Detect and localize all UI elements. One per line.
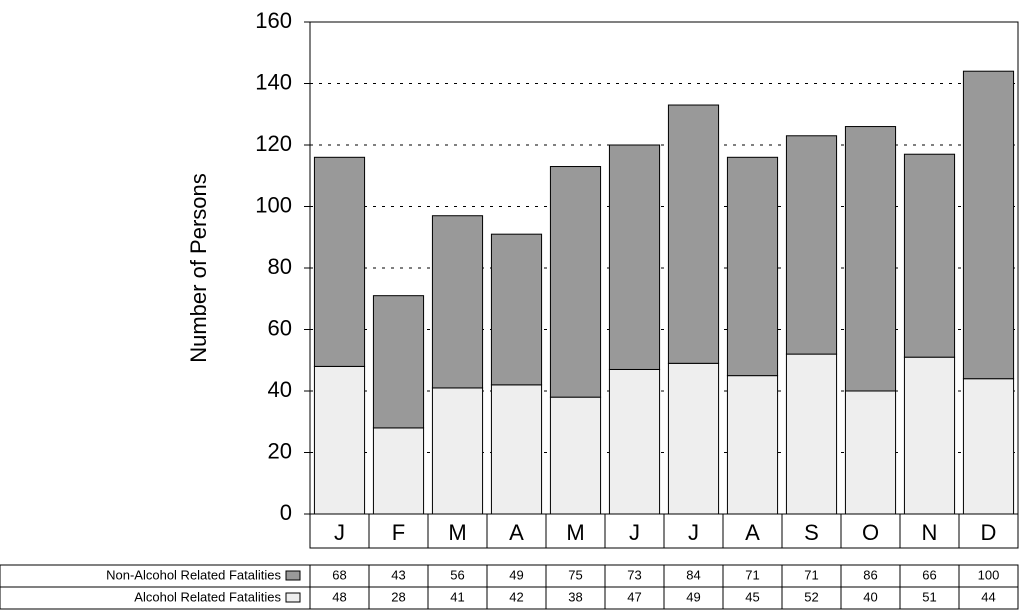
table-value: 56 (450, 567, 464, 582)
bar-segment (726, 156, 779, 377)
x-tick-label: N (922, 520, 938, 545)
bar-segment (667, 104, 720, 364)
table-value: 84 (686, 567, 700, 582)
bar-segment (962, 378, 1015, 515)
x-tick-label: D (981, 520, 997, 545)
table-value: 71 (804, 567, 818, 582)
table-cell (958, 513, 1019, 549)
bar-segment (903, 356, 956, 515)
table-value: 68 (332, 567, 346, 582)
table-value: 71 (745, 567, 759, 582)
x-tick-label: O (862, 520, 879, 545)
x-tick-label: A (745, 520, 760, 545)
bar-segment (431, 215, 484, 389)
table-value: 86 (863, 567, 877, 582)
bar-segment (549, 166, 602, 398)
bar-segment (372, 427, 425, 515)
x-tick-label: M (566, 520, 584, 545)
table-value: 45 (745, 589, 759, 604)
table-value: 49 (686, 589, 700, 604)
bar-segment (726, 375, 779, 515)
table-value: 48 (332, 589, 346, 604)
bar-segment (785, 135, 838, 355)
table-value: 100 (978, 567, 1000, 582)
y-tick-label: 120 (255, 131, 292, 156)
y-tick-label: 40 (268, 377, 292, 402)
x-tick-label: J (688, 520, 699, 545)
table-value: 75 (568, 567, 582, 582)
bar-segment (667, 362, 720, 515)
bar-segment (549, 396, 602, 515)
bar-segment (372, 295, 425, 429)
table-value: 66 (922, 567, 936, 582)
y-tick-label: 160 (255, 8, 292, 33)
y-tick-label: 140 (255, 69, 292, 94)
x-tick-label: A (509, 520, 524, 545)
x-tick-label: S (804, 520, 819, 545)
table-value: 28 (391, 589, 405, 604)
x-tick-label: F (392, 520, 405, 545)
legend-label: Alcohol Related Fatalities (134, 589, 281, 604)
table-value: 51 (922, 589, 936, 604)
x-tick-label: J (629, 520, 640, 545)
table-cell (958, 586, 1019, 610)
bar-segment (962, 70, 1015, 380)
table-value: 49 (509, 567, 523, 582)
y-tick-label: 20 (268, 438, 292, 463)
bar-segment (313, 156, 366, 367)
y-tick-label: 0 (280, 500, 292, 525)
bar-segment (490, 384, 543, 515)
y-axis-label: Number of Persons (186, 173, 211, 363)
bar-segment (608, 368, 661, 515)
bar-segment (313, 365, 366, 515)
table-value: 42 (509, 589, 523, 604)
y-tick-label: 60 (268, 315, 292, 340)
y-tick-label: 100 (255, 192, 292, 217)
bar-segment (608, 144, 661, 370)
table-value: 43 (391, 567, 405, 582)
x-tick-label: M (448, 520, 466, 545)
legend-swatch (285, 592, 301, 603)
y-tick-label: 80 (268, 254, 292, 279)
bar-segment (844, 390, 897, 515)
table-value: 41 (450, 589, 464, 604)
x-tick-label: J (334, 520, 345, 545)
table-value: 52 (804, 589, 818, 604)
bar-segment (903, 153, 956, 358)
bar-segment (431, 387, 484, 515)
bar-segment (785, 353, 838, 515)
table-value: 38 (568, 589, 582, 604)
bar-segment (490, 233, 543, 386)
legend-swatch (285, 570, 301, 581)
legend-row (0, 586, 311, 610)
table-value: 47 (627, 589, 641, 604)
table-value: 44 (981, 589, 995, 604)
bar-segment (844, 126, 897, 392)
legend-label: Non-Alcohol Related Fatalities (106, 567, 281, 582)
table-value: 40 (863, 589, 877, 604)
table-value: 73 (627, 567, 641, 582)
